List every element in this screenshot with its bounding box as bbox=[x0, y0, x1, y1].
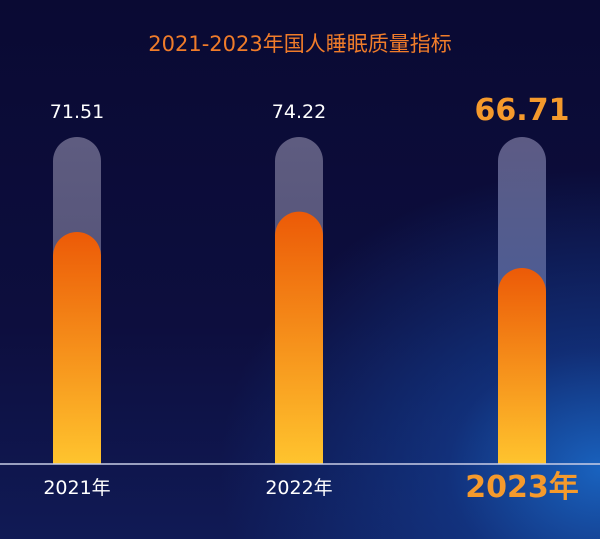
bar bbox=[498, 268, 546, 464]
value-label: 74.22 bbox=[272, 101, 326, 123]
bar bbox=[275, 211, 323, 464]
value-label: 71.51 bbox=[50, 101, 104, 123]
bar bbox=[53, 232, 101, 464]
category-label: 2021年 bbox=[43, 477, 110, 499]
value-label: 66.71 bbox=[475, 93, 570, 128]
category-label: 2022年 bbox=[265, 477, 332, 499]
category-label: 2023年 bbox=[465, 470, 579, 505]
chart-title: 2021-2023年国人睡眠质量指标 bbox=[148, 32, 452, 56]
